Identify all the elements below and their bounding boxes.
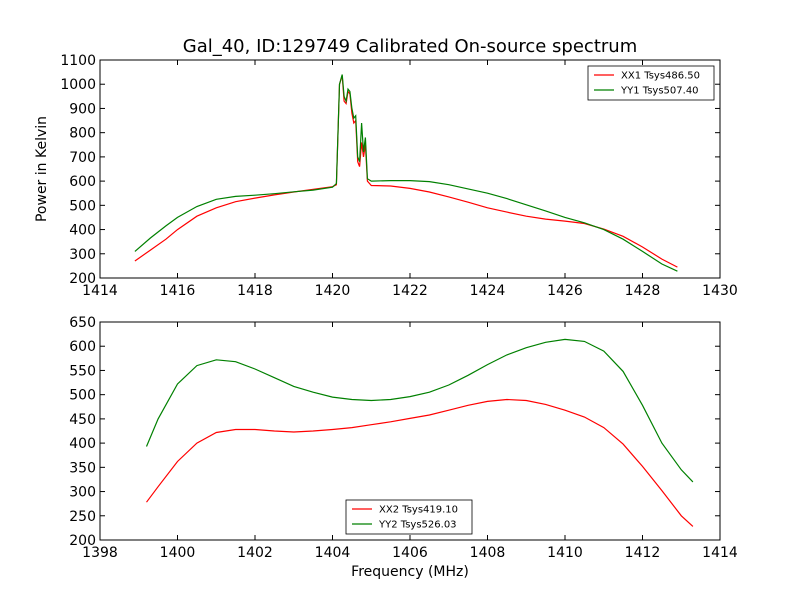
legend-label-1: XX2 Tsys419.10 [379, 505, 458, 516]
y-tick-label: 1100 [60, 53, 96, 69]
y-tick-label: 1000 [60, 77, 96, 93]
y-tick-label: 600 [69, 339, 96, 355]
y-tick-label: 300 [69, 247, 96, 263]
legend-label-2: YY1 Tsys507.40 [620, 86, 699, 97]
y-tick-label: 650 [69, 315, 96, 331]
x-axis-label: Frequency (MHz) [351, 564, 469, 580]
legend-box [587, 65, 715, 101]
x-tick-label: 1414 [82, 283, 118, 299]
subplot-1: Gal_40, ID:129749 Calibrated On-source s… [34, 36, 738, 299]
y-tick-label: 400 [69, 436, 96, 452]
x-tick-label: 1428 [625, 283, 661, 299]
x-tick-label: 1430 [702, 283, 738, 299]
y-tick-label: 500 [69, 388, 96, 404]
x-tick-label: 1422 [392, 283, 428, 299]
x-tick-label: 1414 [702, 545, 738, 561]
series-line-1 [134, 75, 678, 268]
y-tick-label: 300 [69, 485, 96, 501]
legend-label-1: XX1 Tsys486.50 [621, 71, 700, 82]
series-line-2 [134, 74, 678, 272]
x-tick-label: 1420 [315, 283, 351, 299]
legend: XX2 Tsys419.10 YY2 Tsys526.03 [345, 499, 473, 535]
x-tick-label: 1400 [160, 545, 196, 561]
chart-title: Gal_40, ID:129749 Calibrated On-source s… [183, 36, 637, 57]
x-tick-label: 1426 [547, 283, 583, 299]
x-tick-label: 1402 [237, 545, 273, 561]
y-tick-label: 200 [69, 271, 96, 287]
x-tick-label: 1408 [470, 545, 506, 561]
y-tick-label: 450 [69, 412, 96, 428]
subplot-2: 1398 1400 1402 1404 1406 1408 1410 1412 1414 200 2… [69, 315, 738, 580]
y-tick-label: 350 [69, 460, 96, 476]
y-tick-label: 600 [69, 174, 96, 190]
series-line-2 [145, 338, 694, 483]
x-tick-label: 1412 [625, 545, 661, 561]
y-axis-label: Power in Kelvin [34, 116, 50, 222]
y-tick-label: 500 [69, 198, 96, 214]
y-tick-label: 400 [69, 223, 96, 239]
x-tick-label: 1424 [470, 283, 506, 299]
y-tick-label: 200 [69, 533, 96, 549]
y-tick-label: 550 [69, 363, 96, 379]
y-tick-label: 800 [69, 126, 96, 142]
y-tick-label: 250 [69, 509, 96, 525]
x-tick-label: 1410 [547, 545, 583, 561]
x-tick-label: 1416 [160, 283, 196, 299]
y-tick-label: 700 [69, 150, 96, 166]
x-tick-label: 1418 [237, 283, 273, 299]
x-tick-label: 1406 [392, 545, 428, 561]
legend-box [345, 499, 473, 535]
legend-label-2: YY2 Tsys526.03 [378, 520, 457, 531]
x-tick-label: 1404 [315, 545, 351, 561]
series-line-1 [146, 398, 694, 527]
legend: XX1 Tsys486.50 YY1 Tsys507.40 [587, 65, 715, 101]
x-tick-label: 1398 [82, 545, 118, 561]
y-tick-label: 900 [69, 101, 96, 117]
